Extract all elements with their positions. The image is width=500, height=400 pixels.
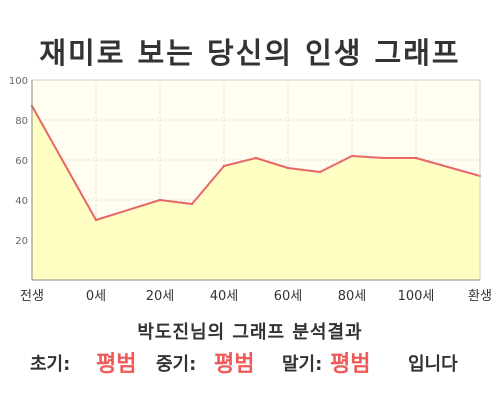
- data-point: [318, 170, 322, 174]
- x-tick-label: 40세: [210, 289, 239, 304]
- life-graph-chart: 20 40 60 80 100 전생 0세 20세 40세 60세 80세 100세 환생: [9, 76, 492, 304]
- data-point: [414, 156, 418, 160]
- area-fill: [32, 106, 480, 280]
- data-point: [286, 166, 290, 170]
- x-tick-label: 20세: [146, 289, 175, 304]
- mid-label: 중기:: [156, 354, 197, 375]
- y-tick-label: 100: [9, 76, 28, 87]
- data-point: [222, 164, 226, 168]
- x-tick-label: 환생: [468, 289, 492, 304]
- line-segment: [223, 157, 257, 167]
- page-title: 재미로 보는 당신의 인생 그래프: [39, 36, 461, 70]
- x-tick-label: 80세: [338, 289, 367, 304]
- line-segment: [95, 199, 161, 221]
- line-segment: [319, 155, 353, 173]
- early-grade: 평범: [96, 352, 137, 377]
- x-tick-label: 100세: [398, 289, 435, 304]
- line-segment: [415, 157, 481, 177]
- early-label: 초기:: [30, 354, 71, 375]
- line-segment: [191, 165, 225, 205]
- data-point: [158, 198, 162, 202]
- result-line: 초기: 평범 중기: 평범 말기: 평범 입니다: [0, 346, 500, 380]
- x-tick-label: 60세: [274, 289, 303, 304]
- line-segment: [31, 105, 97, 221]
- x-tick-label: 전생: [20, 289, 44, 304]
- line-segment: [159, 199, 193, 205]
- late-grade: 평범: [330, 352, 371, 377]
- line-segment: [351, 155, 385, 159]
- x-tick-label: 0세: [86, 289, 106, 304]
- data-point: [94, 218, 98, 222]
- y-tick-label: 80: [15, 116, 28, 127]
- data-point: [350, 154, 354, 158]
- line-segment: [255, 157, 289, 169]
- result-suffix: 입니다: [408, 354, 458, 375]
- y-tick-label: 60: [15, 156, 28, 167]
- y-tick-label: 40: [15, 196, 28, 207]
- late-label: 말기:: [282, 354, 323, 375]
- data-point: [190, 202, 194, 206]
- result-title: 박도진님의 그래프 분석결과: [137, 322, 363, 343]
- line-segment: [287, 167, 321, 173]
- data-point: [254, 156, 258, 160]
- data-point: [382, 156, 386, 160]
- mid-grade: 평범: [214, 352, 255, 377]
- y-tick-label: 20: [15, 236, 28, 247]
